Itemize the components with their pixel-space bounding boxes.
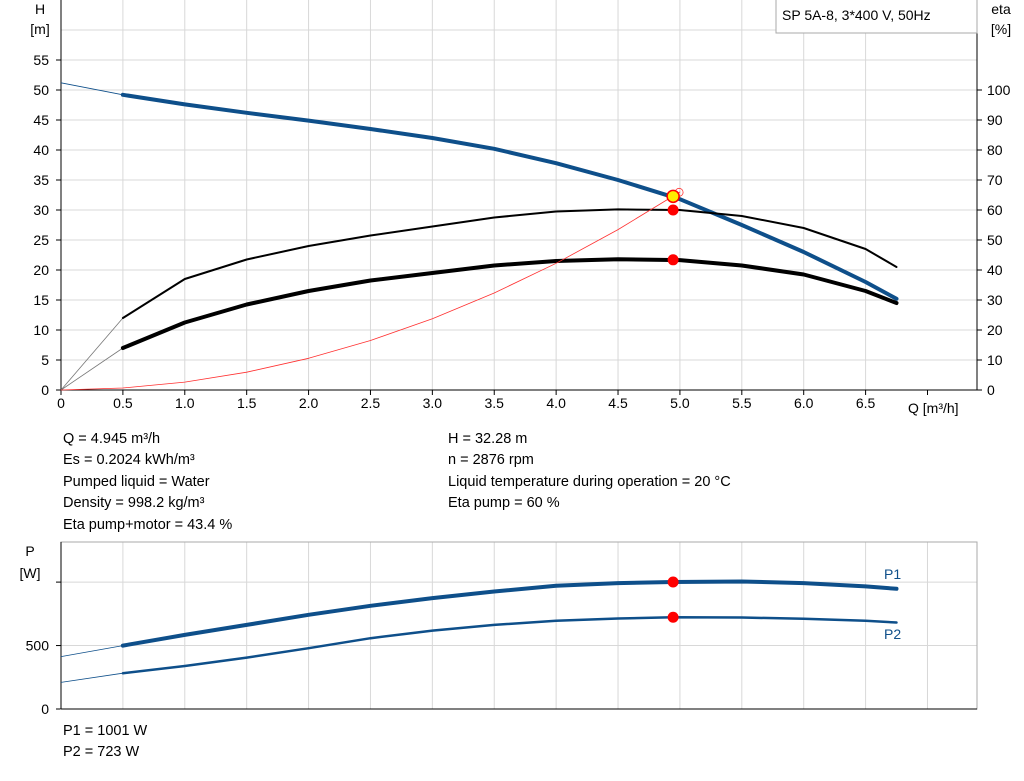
y2-tick-label: 100: [987, 82, 1011, 98]
y2-axis-unit: [%]: [991, 21, 1011, 37]
series-label-P1: P1: [884, 566, 901, 582]
y-tick-label: 20: [33, 262, 49, 278]
curve-H: [120, 92, 899, 301]
x-tick-label: 6.0: [794, 395, 814, 411]
y2-tick-label: 10: [987, 352, 1003, 368]
x-tick-label: 0: [57, 395, 65, 411]
y2-tick-label: 60: [987, 202, 1003, 218]
y-axis-unit: [m]: [30, 21, 49, 37]
y-tick-label: 50: [33, 82, 49, 98]
x-tick-label: 1.0: [175, 395, 195, 411]
legend-box: [775, 0, 978, 34]
y-axis-name: H: [35, 1, 45, 17]
info-p2: P2 = 723 W: [63, 744, 140, 760]
y2-tick-label: 0: [987, 382, 995, 398]
x-tick-label: 3.0: [423, 395, 443, 411]
y2-axis-name: eta: [991, 1, 1011, 17]
x-tick-label: 4.5: [608, 395, 628, 411]
y2-tick-label: 80: [987, 142, 1003, 158]
x-tick-label: 2.0: [299, 395, 319, 411]
y2-tick-label: 90: [987, 112, 1003, 128]
y-tick-label: 15: [33, 292, 49, 308]
info-density: Density = 998.2 kg/m³: [63, 495, 205, 511]
y-tick-label: 30: [33, 202, 49, 218]
y2-tick-label: 40: [987, 262, 1003, 278]
info-temperature: Liquid temperature during operation = 20…: [448, 474, 731, 490]
y2-tick-label: 70: [987, 172, 1003, 188]
curve-eta-pump-extrapolated: [60, 317, 124, 391]
curve-P1: [120, 579, 899, 648]
curve-eta-pump: [121, 208, 898, 319]
info-q: Q = 4.945 m³/h: [63, 431, 161, 447]
y-tick-label: 40: [33, 142, 49, 158]
x-tick-label: 2.5: [361, 395, 381, 411]
curve-P2-extrapolated: [60, 672, 123, 683]
info-h: H = 32.28 m: [448, 431, 528, 447]
power-plot-frame: [60, 541, 978, 710]
info-es: Es = 0.2024 kWh/m³: [63, 452, 195, 468]
y2-tick-label: 50: [987, 232, 1003, 248]
duty-point-eta-total: [667, 254, 679, 266]
curve-P2: [121, 616, 898, 675]
duty-point-p1: [667, 576, 679, 588]
info-liquid: Pumped liquid = Water: [63, 474, 210, 490]
y-tick-label: 500: [26, 638, 50, 654]
x-tick-label: 4.0: [546, 395, 566, 411]
duty-point-eta-pump: [667, 204, 679, 216]
info-eta-total: Eta pump+motor = 43.4 %: [63, 517, 233, 533]
y-tick-label: 0: [41, 382, 49, 398]
info-n: n = 2876 rpm: [448, 452, 534, 468]
duty-point-h: [666, 189, 680, 204]
y-tick-label: 0: [41, 701, 49, 717]
p-axis-unit: [W]: [20, 565, 41, 581]
chart-title: SP 5A-8, 3*400 V, 50Hz: [782, 7, 931, 23]
y-tick-label: 25: [33, 232, 49, 248]
curve-eta-pump-motor: [120, 257, 899, 350]
x-tick-label: 0.5: [113, 395, 133, 411]
y2-tick-label: 20: [987, 322, 1003, 338]
x-axis-label: Q [m³/h]: [908, 400, 959, 416]
y-tick-label: 10: [33, 322, 49, 338]
y-tick-label: 45: [33, 112, 49, 128]
y-tick-label: 35: [33, 172, 49, 188]
curve-H-extrapolated: [60, 82, 123, 96]
curve-system-curve: [60, 191, 681, 391]
duty-point-p2: [667, 611, 679, 623]
y-tick-label: 5: [41, 352, 49, 368]
curve-eta-pump-motor-extrapolated: [60, 347, 124, 391]
series-label-P2: P2: [884, 626, 901, 642]
info-p1: P1 = 1001 W: [63, 723, 148, 739]
x-tick-label: 3.5: [485, 395, 505, 411]
x-tick-label: 1.5: [237, 395, 257, 411]
x-tick-label: 6.5: [856, 395, 876, 411]
info-eta-pump: Eta pump = 60 %: [448, 495, 560, 511]
y2-tick-label: 30: [987, 292, 1003, 308]
x-tick-label: 5.0: [670, 395, 690, 411]
curve-P1-extrapolated: [60, 645, 123, 657]
x-tick-label: 5.5: [732, 395, 752, 411]
y-tick-label: 55: [33, 52, 49, 68]
p-axis-name: P: [25, 543, 34, 559]
